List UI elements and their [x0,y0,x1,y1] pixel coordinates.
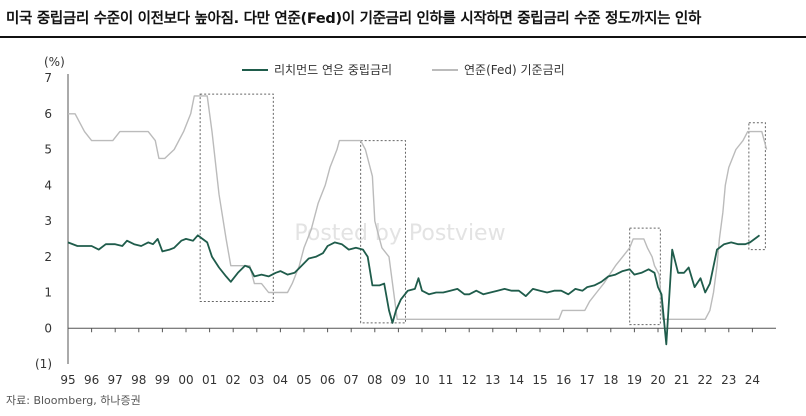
watermark-text: Posted by Postview [294,221,505,246]
x-tick-label: 14 [509,373,524,387]
x-tick-label: 21 [674,373,689,387]
highlight-box [199,93,274,302]
x-tick-label: 97 [108,373,123,387]
legend: 리치먼드 연은 중립금리 연준(Fed) 기준금리 [242,63,565,77]
x-tick-label: 10 [414,373,429,387]
x-tick-label: 99 [155,373,170,387]
x-tick-label: 15 [532,373,547,387]
y-tick-label: 0 [44,321,52,335]
x-tick-label: 17 [580,373,595,387]
highlight-box [748,122,766,251]
x-tick-label: 08 [367,373,382,387]
y-tick-label: 3 [44,214,52,228]
x-tick-label: 01 [202,373,217,387]
x-tick-label: 09 [391,373,406,387]
x-tick-label: 23 [721,373,736,387]
series-line-neutral-rate [67,234,761,346]
highlight-box [360,140,406,324]
series-lines [67,95,768,346]
y-axis-unit: (%) [44,55,65,69]
y-tick-label: 2 [44,250,52,264]
x-tick-label: 02 [226,373,241,387]
x-tick-label: 19 [627,373,642,387]
x-tick-label: 98 [131,373,146,387]
legend-item-fed-rate: 연준(Fed) 기준금리 [432,63,565,77]
x-tick-label: 11 [438,373,453,387]
x-tick-label: 03 [249,373,264,387]
x-tick-label: 04 [273,373,288,387]
y-tick-label: (1) [35,357,52,371]
y-tick-label: 6 [44,107,52,121]
x-tick-label: 16 [556,373,571,387]
x-tick-label: 05 [296,373,311,387]
y-tick-label: 7 [44,71,52,85]
title-divider [0,36,806,38]
x-tick-label: 13 [485,373,500,387]
x-axis: 95 96 97 98 99 00 01 02 03 04 05 06 07 08 09 10 11 12 13 14… [60,327,776,387]
x-tick-label: 95 [60,373,75,387]
highlight-boxes [199,93,766,326]
page-title: 미국 중립금리 수준이 이전보다 높아짐. 다만 연준(Fed)이 기준금리 인… [6,11,702,27]
legend-label: 연준(Fed) 기준금리 [464,63,565,77]
x-tick-label: 18 [603,373,618,387]
x-tick-label: 96 [84,373,99,387]
source-note: 자료: Bloomberg, 하나증권 [6,394,141,407]
y-tick-label: 4 [44,178,52,192]
y-tick-label: 5 [44,143,52,157]
x-tick-label: 12 [462,373,477,387]
series-line-fed-rate [68,95,768,320]
legend-item-neutral-rate: 리치먼드 연은 중립금리 [242,63,392,77]
legend-label: 리치먼드 연은 중립금리 [274,63,392,77]
watermark: Posted by Postview [294,221,505,246]
x-tick-label: 00 [178,373,193,387]
x-tick-label: 06 [320,373,335,387]
x-tick-label: 07 [344,373,359,387]
x-tick-label: 20 [650,373,665,387]
x-tick-label: 22 [698,373,713,387]
y-axis: 7 6 5 4 3 2 1 0 (1) [35,71,69,371]
y-tick-label: 1 [44,286,52,300]
x-tick-label: 24 [745,373,760,387]
